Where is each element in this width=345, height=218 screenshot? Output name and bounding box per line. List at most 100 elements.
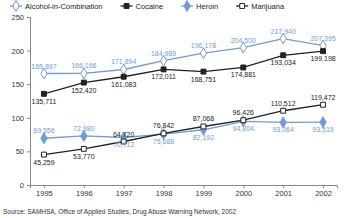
data-label: 135,711 xyxy=(32,98,57,105)
data-label: 75,688 xyxy=(153,138,175,145)
data-label: 166,166 xyxy=(71,62,96,69)
data-label: 87,068 xyxy=(193,115,215,122)
data-label: 165,897 xyxy=(31,63,56,70)
data-label: 82,192 xyxy=(193,134,215,141)
series-marker xyxy=(160,55,166,66)
legend-label: Marijuana xyxy=(251,2,285,11)
series-marker xyxy=(321,102,326,107)
chart: 0501001502002501995199619971998199920002… xyxy=(0,0,345,218)
series-marker xyxy=(281,108,286,113)
x-tick: 1999 xyxy=(196,185,213,198)
x-tick-label: 1998 xyxy=(156,189,173,198)
legend-marker xyxy=(240,4,245,9)
data-label: 94,804 xyxy=(233,125,255,132)
series-marker xyxy=(81,131,87,142)
series-marker xyxy=(240,42,246,53)
data-label: 93,064 xyxy=(272,126,294,133)
legend-item: Heroin xyxy=(181,1,218,12)
data-label: 119,472 xyxy=(311,94,336,101)
series-marker xyxy=(201,69,206,74)
series-marker xyxy=(241,118,246,123)
data-labels: 165,897166,166171,894184,989196,178204,5… xyxy=(31,28,336,166)
data-label: 193,034 xyxy=(271,59,296,66)
data-label: 69,556 xyxy=(33,127,55,134)
x-tick-label: 1997 xyxy=(116,189,133,198)
data-label: 72,980 xyxy=(73,125,95,132)
x-tick: 1995 xyxy=(36,185,53,198)
legend-marker xyxy=(184,1,190,12)
series-line xyxy=(44,51,323,94)
legend-marker xyxy=(13,1,19,12)
x-tick-mark xyxy=(164,185,165,188)
series-marker xyxy=(81,146,86,151)
y-tick-mark xyxy=(27,51,30,52)
series-marker xyxy=(121,74,126,79)
x-tick-label: 1995 xyxy=(36,189,53,198)
data-label: 199,198 xyxy=(310,55,335,62)
series-marker xyxy=(121,64,127,75)
series-marker xyxy=(41,133,47,144)
x-tick-mark xyxy=(44,185,45,188)
legend-item: Cocaine xyxy=(121,2,164,11)
data-label: 207,395 xyxy=(310,35,335,42)
data-label: 172,011 xyxy=(151,73,176,80)
x-tick-mark xyxy=(84,185,85,188)
y-tick-mark xyxy=(27,185,30,186)
series-marker xyxy=(161,131,166,136)
y-tick-mark xyxy=(27,118,30,119)
x-tick-mark xyxy=(124,185,125,188)
series-marker xyxy=(161,67,166,72)
x-axis-line xyxy=(31,186,338,189)
y-tick-mark xyxy=(27,151,30,152)
y-tick-label: 150 xyxy=(11,80,24,89)
x-tick: 1997 xyxy=(116,185,133,198)
x-tick: 2000 xyxy=(235,185,252,198)
plot-area xyxy=(41,33,326,157)
x-tick: 1998 xyxy=(156,185,173,198)
y-tick: 200 xyxy=(11,47,30,56)
series-line xyxy=(44,105,323,155)
series-marker xyxy=(321,49,326,54)
x-tick-mark xyxy=(203,185,204,188)
series-marker xyxy=(241,65,246,70)
y-tick-label: 200 xyxy=(11,47,24,56)
data-label: 184,989 xyxy=(151,50,176,57)
data-label: 171,894 xyxy=(111,58,136,65)
x-tick-mark xyxy=(243,185,244,188)
x-tick-label: 1999 xyxy=(196,189,213,198)
source-note: Source: SAMHSA, Office of Applied Studie… xyxy=(3,208,236,216)
x-tick: 2002 xyxy=(315,185,332,198)
data-label: 196,178 xyxy=(191,42,216,49)
series-marker xyxy=(41,68,47,79)
y-tick-mark xyxy=(27,17,30,18)
data-label: 96,426 xyxy=(233,109,255,116)
legend: Alcohol-in-CombinationCocaineHeroinMarij… xyxy=(10,1,285,12)
data-label: 168,751 xyxy=(191,76,216,83)
data-label: 64,720 xyxy=(113,131,135,138)
x-tick-mark xyxy=(283,185,284,188)
y-axis-line xyxy=(27,18,31,186)
series-marker xyxy=(42,91,47,96)
y-tick: 150 xyxy=(11,80,30,89)
data-label: 217,940 xyxy=(271,28,296,35)
data-label: 110,512 xyxy=(271,100,296,107)
series-marker xyxy=(200,48,206,59)
y-tick-label: 250 xyxy=(11,13,24,22)
data-label: 152,420 xyxy=(71,87,96,94)
y-tick-mark xyxy=(27,84,30,85)
data-label: 161,083 xyxy=(111,81,136,88)
x-tick-label: 2001 xyxy=(275,189,292,198)
x-axis: 19951996199719981999200020012002 xyxy=(31,185,338,198)
data-label: 45,259 xyxy=(33,159,55,166)
y-tick-label: 100 xyxy=(11,114,24,123)
legend-item: Marijuana xyxy=(236,2,285,11)
series-marker xyxy=(281,53,286,58)
series-marker xyxy=(201,124,206,129)
legend-marker xyxy=(124,4,129,9)
data-label: 70,712 xyxy=(113,141,135,148)
x-tick-mark xyxy=(323,185,324,188)
y-tick: 250 xyxy=(11,13,30,22)
x-tick-label: 2002 xyxy=(315,189,332,198)
y-axis: 050100150200250 xyxy=(11,13,30,190)
y-tick-label: 0 xyxy=(20,181,24,190)
